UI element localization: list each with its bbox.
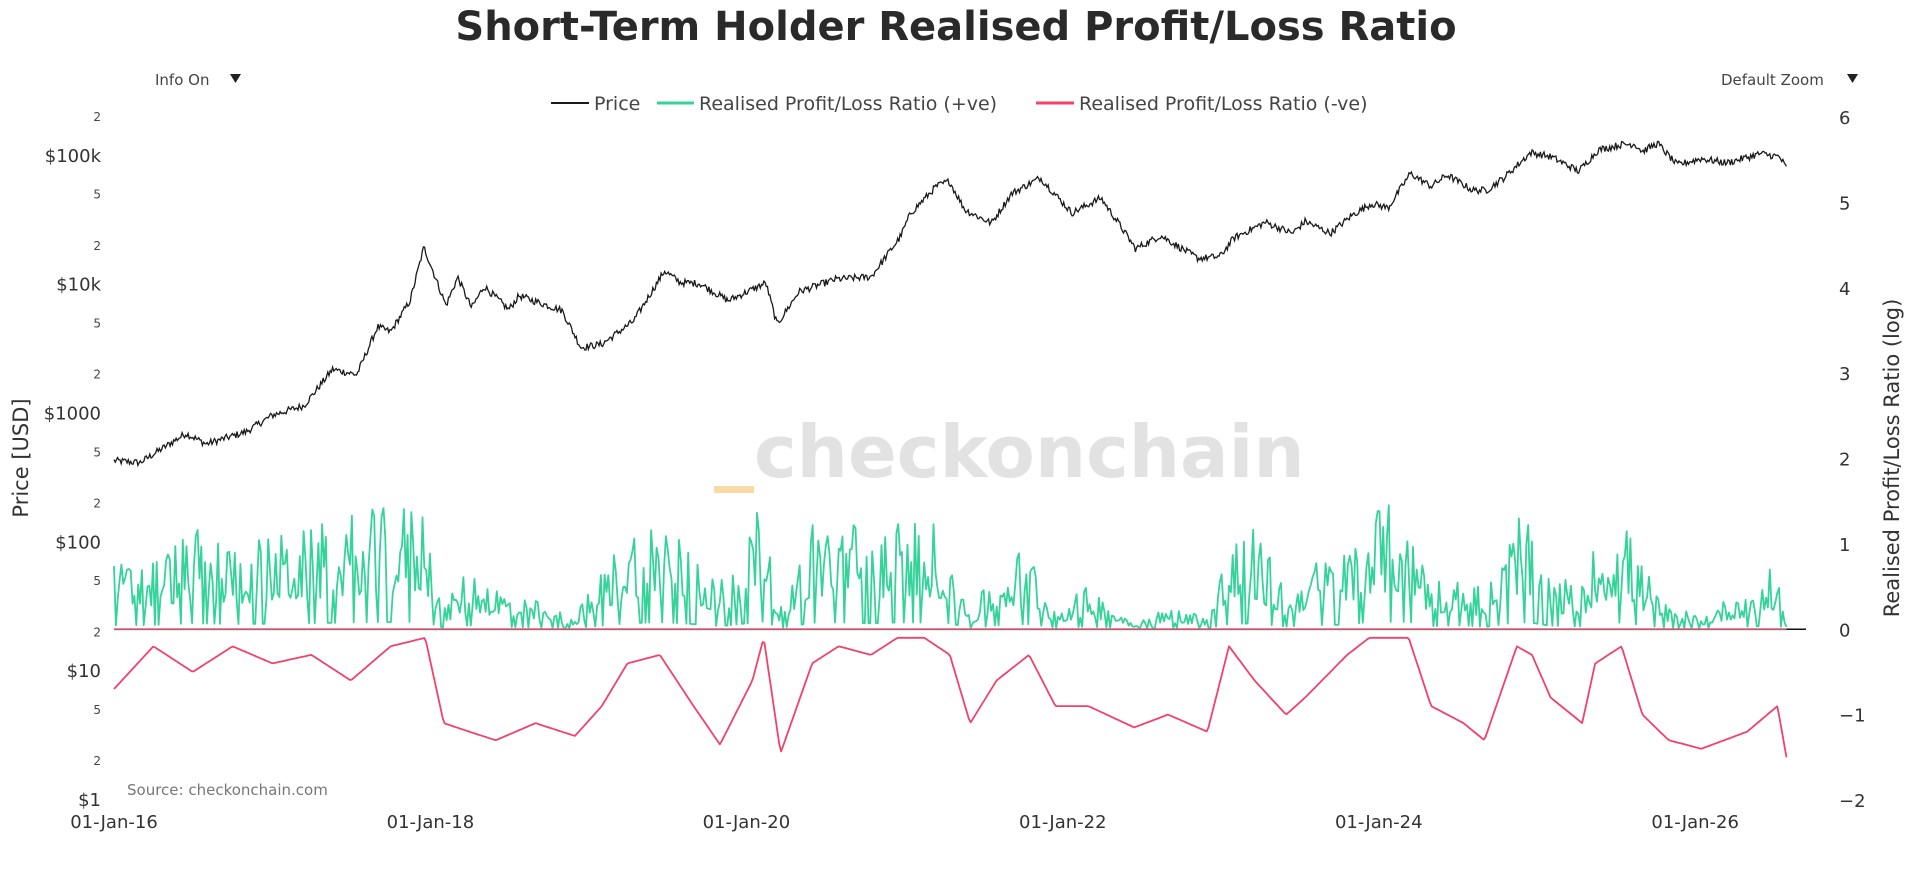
zoom-dropdown[interactable]: Default Zoom [1721,71,1858,89]
legend-item-price[interactable]: Price [551,93,640,115]
y-right-tick-label: 6 [1839,108,1850,129]
y-left-minor-tick-label: 5 [93,445,101,459]
y-left-tick-label: $1000 [44,403,101,424]
y-right-tick-label: 2 [1839,450,1850,471]
source-note: Source: checkonchain.com [127,781,328,799]
y-left-minor-tick-label: 5 [93,316,101,330]
x-tick-label: 01-Jan-22 [1019,812,1107,833]
watermark-accent [714,486,754,493]
y-left-minor-tick-label: 2 [93,497,101,511]
y-left-minor-tick-label: 2 [93,368,101,382]
y-right-tick-label: 4 [1839,279,1850,300]
legend: Price Realised Profit/Loss Ratio (+ve) R… [551,93,1368,115]
series-line-price [113,140,1788,468]
info-toggle[interactable]: Info On [155,71,241,89]
y-left-minor-tick-label: 5 [93,574,101,588]
x-tick-label: 01-Jan-24 [1335,812,1423,833]
y-axis-right-label: Realised Profit/Loss Ratio (log) [1880,299,1904,618]
legend-label-ratio-negative: Realised Profit/Loss Ratio (-ve) [1079,93,1368,115]
legend-item-ratio-positive[interactable]: Realised Profit/Loss Ratio (+ve) [657,93,997,115]
y-left-minor-tick-label: 5 [93,188,101,202]
zoom-dropdown-label: Default Zoom [1721,71,1824,89]
y-axis-left-label: Price [USD] [9,398,33,517]
y-right-tick-label: 1 [1839,535,1850,556]
x-tick-label: 01-Jan-26 [1651,812,1739,833]
y-right-tick-label: −2 [1839,791,1866,812]
x-tick-label: 01-Jan-16 [70,812,158,833]
y-left-tick-label: $100k [45,146,102,167]
y-right-tick-label: −1 [1839,706,1866,727]
legend-label-price: Price [594,93,640,115]
chart-title: Short-Term Holder Realised Profit/Loss R… [455,4,1456,50]
legend-item-ratio-negative[interactable]: Realised Profit/Loss Ratio (-ve) [1036,93,1368,115]
legend-label-ratio-positive: Realised Profit/Loss Ratio (+ve) [699,93,997,115]
y-left-tick-label: $100 [55,532,101,553]
watermark: checkonchain [714,410,1305,494]
axes: $1$10$100$1000$10k$100k25252525252−2−101… [44,108,1866,833]
series-line-ratio-positive [113,504,1788,630]
y-left-tick-label: $10 [67,661,101,682]
y-left-minor-tick-label: 2 [93,754,101,768]
y-left-tick-label: $10k [56,275,101,296]
triangle-down-icon [1847,74,1858,83]
y-right-tick-label: 5 [1839,193,1850,214]
triangle-down-icon [230,74,241,83]
y-left-tick-label: $1 [78,790,101,811]
plot-area [113,140,1806,758]
y-right-tick-label: 3 [1839,364,1850,385]
y-left-minor-tick-label: 2 [93,239,101,253]
y-left-minor-tick-label: 2 [93,110,101,124]
series-line-ratio-negative [113,636,1788,758]
x-tick-label: 01-Jan-18 [387,812,475,833]
y-left-minor-tick-label: 5 [93,703,101,717]
info-toggle-label: Info On [155,71,209,89]
x-tick-label: 01-Jan-20 [703,812,791,833]
y-right-tick-label: 0 [1839,620,1850,641]
y-left-minor-tick-label: 2 [93,625,101,639]
watermark-text: checkonchain [754,410,1305,494]
